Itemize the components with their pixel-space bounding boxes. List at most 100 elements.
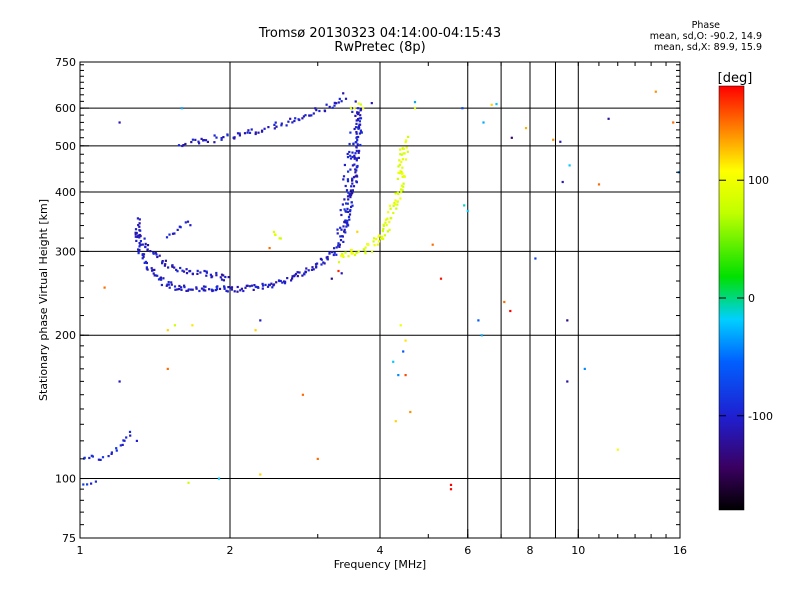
data-point <box>350 201 353 204</box>
data-point <box>397 192 400 195</box>
colorbar-label: [deg] <box>718 71 753 86</box>
data-point <box>370 102 373 105</box>
data-point <box>351 177 354 180</box>
data-point <box>402 147 405 150</box>
colorbar-tick-label: 100 <box>748 174 769 187</box>
data-point <box>118 380 121 383</box>
data-point <box>461 107 464 110</box>
data-point <box>400 184 403 187</box>
data-point <box>345 225 348 228</box>
colorbar-tick-label: -100 <box>748 410 773 423</box>
data-point <box>398 159 401 162</box>
data-point <box>135 231 138 235</box>
data-point <box>171 265 174 268</box>
data-point <box>154 274 157 277</box>
data-point <box>338 97 341 100</box>
data-point <box>393 203 396 206</box>
data-point <box>339 235 342 238</box>
data-point <box>401 175 404 178</box>
data-point <box>315 109 318 112</box>
data-point <box>226 134 229 137</box>
data-point <box>250 284 254 287</box>
data-point <box>328 251 331 254</box>
y-tick-label: 500 <box>55 140 76 153</box>
data-point <box>261 129 264 132</box>
data-point <box>351 110 354 113</box>
data-point <box>286 277 289 280</box>
data-point <box>352 185 356 188</box>
data-point <box>145 266 148 269</box>
data-point <box>355 159 358 162</box>
data-point <box>246 284 249 287</box>
data-point <box>222 279 225 282</box>
data-point <box>534 257 537 260</box>
data-point <box>246 131 249 134</box>
data-point <box>449 488 453 491</box>
data-point <box>331 106 334 109</box>
data-point <box>350 192 353 195</box>
data-point <box>157 278 161 281</box>
data-point <box>271 286 274 289</box>
data-point <box>159 276 162 279</box>
data-point <box>210 288 213 291</box>
data-point <box>220 278 224 281</box>
data-point <box>316 262 319 265</box>
data-point <box>308 114 311 117</box>
data-point <box>261 282 264 285</box>
data-point <box>382 237 385 240</box>
data-point <box>220 137 223 140</box>
data-point <box>319 257 322 260</box>
data-point <box>196 272 199 275</box>
data-point <box>143 261 146 264</box>
data-point <box>396 191 399 194</box>
data-point <box>509 309 512 313</box>
data-point <box>398 163 401 166</box>
data-point <box>252 288 255 291</box>
data-point <box>142 255 145 258</box>
data-point <box>400 188 403 191</box>
data-point <box>82 483 85 486</box>
data-point <box>182 270 186 273</box>
data-point <box>185 268 188 271</box>
data-point <box>338 245 341 248</box>
data-point <box>386 230 389 233</box>
data-point <box>90 454 93 457</box>
data-point <box>185 272 189 275</box>
data-point <box>388 204 391 207</box>
data-point <box>142 253 146 256</box>
data-point <box>400 153 403 156</box>
data-point <box>335 102 338 105</box>
data-point <box>138 236 141 239</box>
data-point <box>315 265 318 268</box>
data-point <box>397 171 400 174</box>
data-point <box>254 132 257 136</box>
data-point <box>291 275 294 278</box>
data-point <box>382 227 385 231</box>
data-point <box>297 118 300 121</box>
data-point <box>146 268 149 271</box>
data-point <box>267 126 270 129</box>
data-point <box>173 266 176 269</box>
data-point <box>220 273 224 276</box>
data-point <box>273 123 276 126</box>
data-point <box>164 263 167 266</box>
data-point <box>364 246 367 249</box>
data-point <box>236 290 239 293</box>
data-point <box>173 324 176 327</box>
data-point <box>342 254 345 257</box>
data-point <box>358 117 361 120</box>
data-point <box>346 152 349 156</box>
data-point <box>307 269 310 272</box>
data-point <box>125 436 128 439</box>
data-point <box>439 277 443 280</box>
data-point <box>344 184 347 188</box>
data-point <box>351 155 354 159</box>
data-point <box>396 177 399 180</box>
data-point <box>101 456 105 459</box>
data-point <box>330 277 333 280</box>
data-point <box>403 175 406 178</box>
data-point <box>404 141 407 144</box>
data-point <box>342 178 345 181</box>
data-point <box>401 158 404 161</box>
data-point <box>353 163 356 166</box>
